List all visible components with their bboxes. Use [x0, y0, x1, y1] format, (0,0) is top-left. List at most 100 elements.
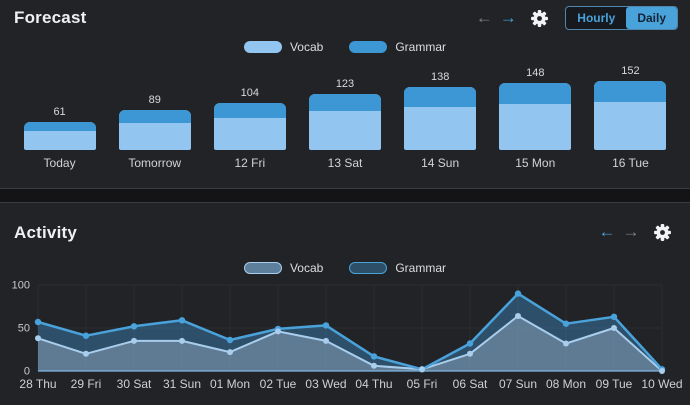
x-axis-tick-label: 07 Sun	[499, 377, 537, 391]
legend-label: Grammar	[395, 40, 447, 54]
panel-separator	[0, 189, 690, 202]
y-axis-tick-label: 50	[18, 323, 30, 335]
y-axis-tick-label: 0	[24, 366, 30, 378]
x-axis-tick-label: 05 Fri	[407, 377, 438, 391]
x-axis-tick-label: 31 Sun	[163, 377, 201, 391]
grammar-area	[38, 293, 662, 371]
x-axis-tick-label: 09 Tue	[596, 377, 633, 391]
forecast-prev-arrow-icon[interactable]: ←	[475, 8, 493, 27]
bar-grammar-segment	[499, 83, 572, 104]
legend-swatch	[243, 41, 282, 53]
vocab-point	[227, 349, 233, 356]
activity-prev-arrow-icon[interactable]: ←	[598, 222, 616, 241]
grammar-point	[130, 323, 138, 330]
x-axis-tick-label: 29 Fri	[71, 377, 102, 391]
bar-category-label: Tomorrow	[128, 156, 182, 170]
vocab-point	[371, 362, 377, 369]
bar-category-label: 16 Tue	[612, 156, 649, 170]
bar-grammar-segment	[213, 103, 286, 118]
bar-grammar-segment	[404, 87, 477, 107]
bar-grammar-segment	[23, 122, 96, 131]
forecast-bar-group: 148 15 Mon	[488, 60, 583, 170]
legend-label: Vocab	[289, 40, 324, 54]
bar-category-label: 14 Sun	[421, 156, 460, 170]
bar-grammar-segment	[594, 81, 667, 102]
activity-legend: Vocab Grammar	[0, 261, 690, 275]
grammar-point	[34, 318, 42, 326]
activity-title: Activity	[14, 223, 78, 242]
vocab-point	[515, 313, 521, 319]
bar-value-label: 61	[53, 106, 66, 118]
vocab-point	[659, 368, 665, 374]
bar-value-label: 148	[526, 67, 545, 79]
legend-swatch	[349, 41, 388, 53]
vocab-point	[563, 340, 569, 347]
grammar-point	[466, 340, 474, 347]
bar-category-label: 13 Sat	[327, 156, 363, 170]
grammar-point	[82, 332, 90, 339]
forecast-bar[interactable]	[118, 110, 191, 150]
vocab-point	[275, 328, 281, 335]
vocab-line	[37, 315, 663, 372]
x-axis-tick-label: 06 Sat	[453, 377, 488, 391]
bar-value-label: 123	[335, 78, 355, 90]
x-axis-tick-label: 01 Mon	[210, 377, 250, 391]
activity-controls: ← →	[595, 221, 678, 243]
bar-category-label: 12 Fri	[234, 156, 266, 170]
forecast-bar[interactable]	[499, 83, 572, 150]
legend-item-vocab[interactable]: Vocab	[243, 40, 324, 54]
legend-label: Vocab	[289, 261, 324, 275]
activity-panel: Activity ← → Vocab Grammar 0 50 100 28 Th	[0, 202, 690, 405]
vocab-point	[131, 337, 137, 344]
gear-icon	[531, 9, 549, 27]
forecast-bar-group: 123 13 Sat	[297, 60, 392, 170]
legend-item-grammar[interactable]: Grammar	[349, 261, 446, 275]
gear-icon	[654, 223, 671, 241]
vocab-point	[419, 366, 425, 373]
legend-swatch	[243, 262, 282, 274]
vocab-point	[35, 335, 41, 342]
toggle-daily-button[interactable]: Daily	[626, 7, 677, 29]
x-axis-tick-label: 02 Tue	[260, 377, 297, 391]
forecast-bar[interactable]	[308, 94, 381, 150]
x-axis-tick-label: 03 Wed	[305, 377, 346, 391]
bar-value-label: 152	[621, 65, 640, 77]
forecast-bar[interactable]	[404, 87, 477, 150]
forecast-title: Forecast	[14, 8, 87, 27]
grammar-point	[226, 336, 234, 344]
forecast-bar[interactable]	[213, 103, 286, 150]
y-axis-tick-label: 100	[12, 280, 30, 292]
forecast-bar-group: 61 Today	[12, 60, 107, 170]
bar-value-label: 104	[240, 87, 260, 99]
vocab-point	[611, 325, 617, 331]
forecast-legend: Vocab Grammar	[0, 40, 690, 54]
activity-area-chart[interactable]: 0 50 100 28 Thu 29 Fri 30 Sat 31 Sun 01 Mon 02 T…	[0, 278, 690, 405]
legend-item-grammar[interactable]: Grammar	[349, 40, 446, 54]
x-axis-tick-label: 10 Wed	[641, 377, 682, 391]
forecast-settings-gear-icon[interactable]	[530, 9, 549, 28]
bar-grammar-segment	[308, 94, 381, 111]
activity-settings-gear-icon[interactable]	[653, 223, 672, 242]
forecast-bar[interactable]	[23, 122, 96, 150]
vocab-point	[323, 337, 329, 344]
bar-value-label: 138	[430, 71, 450, 83]
bar-category-label: Today	[43, 156, 76, 170]
toggle-hourly-button[interactable]: Hourly	[566, 7, 626, 29]
legend-swatch	[349, 262, 388, 274]
activity-next-arrow-icon[interactable]: →	[622, 222, 640, 241]
grammar-point	[178, 317, 186, 324]
legend-item-vocab[interactable]: Vocab	[243, 261, 324, 275]
forecast-bar-group: 138 14 Sun	[393, 60, 488, 170]
legend-label: Grammar	[395, 261, 447, 275]
grammar-point	[562, 320, 570, 327]
forecast-bar[interactable]	[594, 81, 667, 150]
vocab-point	[83, 350, 89, 357]
vocab-point	[467, 350, 473, 357]
forecast-controls: ← → Hourly Daily	[472, 6, 678, 30]
bar-category-label: 15 Mon	[515, 156, 556, 170]
vocab-point	[179, 337, 185, 344]
forecast-bar-chart[interactable]: 61 Today 89 Tomorrow 104 12 Fri 123 13 Sat 138 14…	[12, 60, 678, 170]
grammar-point	[322, 322, 330, 329]
forecast-next-arrow-icon[interactable]: →	[499, 8, 517, 27]
